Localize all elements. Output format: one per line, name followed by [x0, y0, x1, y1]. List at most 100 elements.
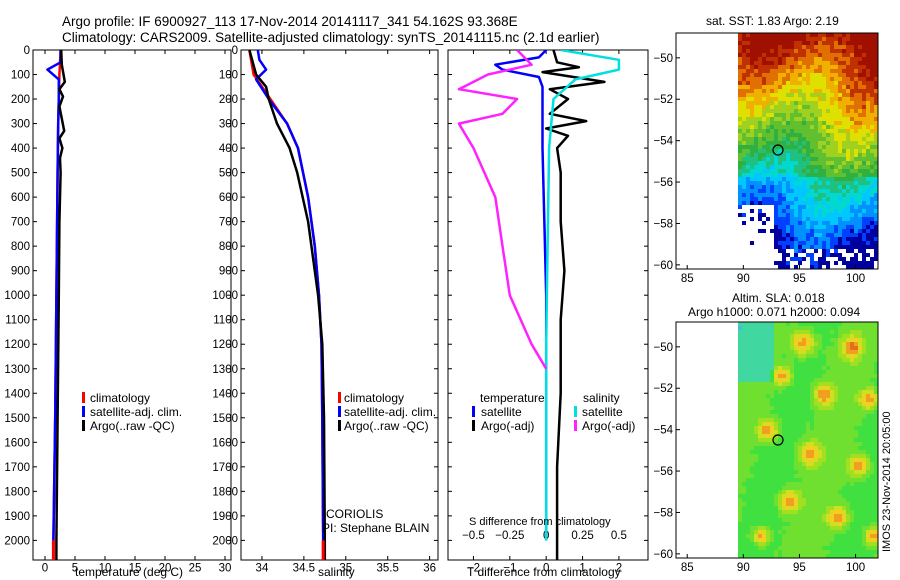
- sla-cell: [802, 458, 806, 462]
- sla-cell: [834, 430, 838, 434]
- sla-cell: [874, 498, 878, 502]
- depth-tick-label: 1100: [213, 315, 238, 327]
- sla-cell: [874, 450, 878, 454]
- sla-cell: [862, 350, 866, 354]
- sst-cell: [830, 181, 834, 185]
- sla-cell: [794, 438, 798, 442]
- sla-cell: [778, 438, 782, 442]
- sla-cell: [850, 474, 854, 478]
- sst-cell: [870, 173, 874, 177]
- sst-cell: [766, 125, 770, 129]
- sst-cell: [794, 213, 798, 217]
- sla-cell: [814, 514, 818, 518]
- sst-cell: [834, 109, 838, 113]
- sla-cell: [814, 550, 818, 554]
- sst-cell: [750, 53, 754, 57]
- sla-cell: [818, 466, 822, 470]
- sst-cell: [794, 109, 798, 113]
- sst-cell: [762, 61, 766, 65]
- sst-cell: [786, 221, 790, 225]
- sla-cell: [834, 350, 838, 354]
- sla-cell: [838, 338, 842, 342]
- sla-cell: [862, 530, 866, 534]
- sst-cell: [774, 37, 778, 41]
- sla-cell: [854, 394, 858, 398]
- sst-cell: [774, 189, 778, 193]
- sla-cell: [754, 498, 758, 502]
- sla-cell: [762, 366, 766, 370]
- sst-cell: [794, 45, 798, 49]
- sla-cell: [738, 338, 742, 342]
- salinity-series: [248, 50, 327, 560]
- sst-cell: [806, 45, 810, 49]
- sla-cell: [758, 494, 762, 498]
- sst-cell: [802, 233, 806, 237]
- sst-cell: [822, 77, 826, 81]
- sst-cell: [754, 121, 758, 125]
- sla-cell: [758, 398, 762, 402]
- sla-cell: [854, 422, 858, 426]
- sst-cell: [742, 173, 746, 177]
- sst-cell: [810, 113, 814, 117]
- sst-cell: [854, 73, 858, 77]
- sla-cell: [862, 406, 866, 410]
- sst-cell: [814, 157, 818, 161]
- sla-cell: [842, 542, 846, 546]
- sst-cell: [806, 81, 810, 85]
- sla-cell: [814, 482, 818, 486]
- sst-cell: [778, 177, 782, 181]
- sla-cell: [794, 478, 798, 482]
- sst-cell: [862, 209, 866, 213]
- sla-cell: [826, 394, 830, 398]
- sst-cell: [850, 89, 854, 93]
- sla-cell: [814, 398, 818, 402]
- sla-cell: [826, 494, 830, 498]
- sst-cell: [818, 57, 822, 61]
- sst-cell: [746, 141, 750, 145]
- sst-cell: [754, 85, 758, 89]
- sst-cell: [794, 49, 798, 53]
- sla-cell: [814, 358, 818, 362]
- sst-cell: [818, 45, 822, 49]
- sla-cell: [782, 382, 786, 386]
- sst-cell: [774, 193, 778, 197]
- sst-cell: [738, 185, 742, 189]
- sst-cell: [770, 157, 774, 161]
- sla-cell: [794, 550, 798, 554]
- sla-cell: [794, 450, 798, 454]
- sla-cell: [838, 394, 842, 398]
- sla-cell: [846, 538, 850, 542]
- sst-cell: [790, 41, 794, 45]
- sla-cell: [838, 534, 842, 538]
- sst-cell: [818, 53, 822, 57]
- sla-cell: [834, 450, 838, 454]
- sla-cell: [738, 402, 742, 406]
- sst-cell: [862, 81, 866, 85]
- sla-cell: [782, 514, 786, 518]
- sst-cell: [826, 161, 830, 165]
- sst-cell: [782, 193, 786, 197]
- sla-cell: [870, 354, 874, 358]
- s_argo-profile-line: [457, 50, 548, 370]
- sst-cell: [858, 149, 862, 153]
- sla-cell: [758, 350, 762, 354]
- sla-cell: [846, 522, 850, 526]
- sst-cell: [874, 81, 878, 85]
- sst-cell: [802, 53, 806, 57]
- sst-cell: [738, 85, 742, 89]
- sst-cell: [746, 41, 750, 45]
- sla-cell: [754, 326, 758, 330]
- sst-cell: [850, 193, 854, 197]
- sst-cell: [818, 189, 822, 193]
- sla-cell: [758, 490, 762, 494]
- sst-cell: [818, 73, 822, 77]
- sst-cell: [810, 93, 814, 97]
- sla-cell: [766, 450, 770, 454]
- sst-cell: [802, 93, 806, 97]
- sla-cell: [794, 534, 798, 538]
- sst-cell: [822, 41, 826, 45]
- sla-cell: [822, 378, 826, 382]
- sst-cell: [866, 217, 870, 221]
- sst-cell: [826, 261, 830, 265]
- sst-cell: [842, 41, 846, 45]
